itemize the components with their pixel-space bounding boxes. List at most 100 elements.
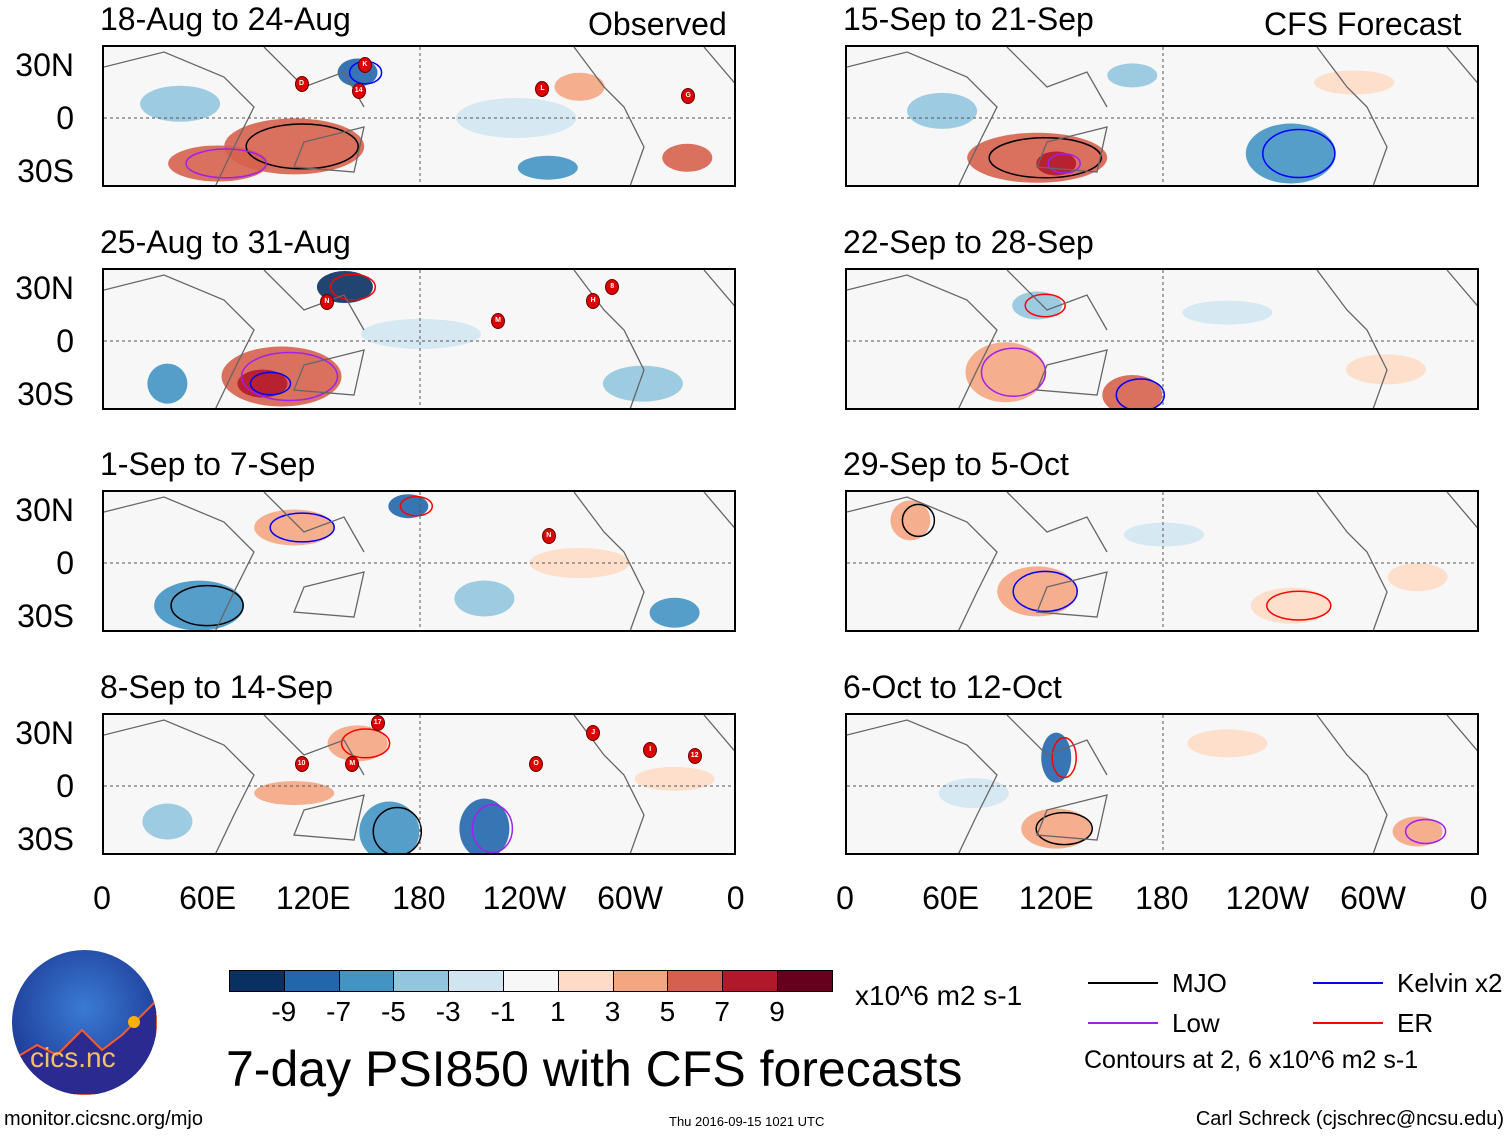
legend-line: [1088, 982, 1158, 984]
colorbar-tick: 5: [659, 996, 676, 1027]
lat-label: 0: [56, 100, 74, 136]
anomaly-blob: [517, 155, 578, 180]
contour-line: [269, 512, 335, 543]
footer-url[interactable]: monitor.cicsnc.org/mjo: [4, 1108, 203, 1130]
figure-title: 7-day PSI850 with CFS forecasts: [226, 1041, 963, 1097]
map-panel: 17 10 M O J I 12: [102, 713, 736, 855]
anomaly-blob: [1345, 354, 1426, 385]
logo-text: cics.nc: [30, 1042, 116, 1073]
lon-label: 180: [392, 880, 446, 916]
colorbar-swatch: [448, 970, 504, 992]
anomaly-field: [847, 715, 1477, 853]
legend-line: [1313, 1022, 1383, 1024]
colorbar-swatch: [557, 970, 614, 992]
colorbar-swatch: [283, 970, 340, 992]
anomaly-blob: [1187, 729, 1268, 758]
contour-line: [1012, 570, 1078, 613]
anomaly-blob: [361, 318, 481, 349]
colorbar-swatch: [722, 970, 778, 992]
anomaly-blob: [1012, 291, 1063, 320]
anomaly-blob: [1392, 816, 1443, 847]
lat-label: 0: [56, 768, 74, 804]
anomaly-field: [104, 492, 734, 630]
lon-label: 60E: [179, 880, 237, 916]
storm-marker: M: [345, 756, 360, 773]
anomaly-blob: [168, 145, 269, 182]
anomaly-blob: [967, 132, 1108, 183]
lon-label: 0: [1469, 880, 1488, 916]
colorbar-tick: -5: [380, 996, 406, 1027]
storm-marker: 17: [370, 715, 385, 732]
anomaly-blob: [154, 580, 245, 630]
contour-line: [1047, 153, 1081, 174]
continent-outlines: [104, 715, 734, 853]
legend-line: [1088, 1022, 1158, 1024]
lon-label: 120E: [275, 880, 351, 916]
continent-outlines: [847, 492, 1477, 630]
lat-label: 30S: [17, 821, 74, 857]
contour-line: [1262, 128, 1336, 179]
continent-outlines: [104, 492, 734, 630]
storm-marker: H: [586, 292, 601, 309]
colorbar-swatch: [612, 970, 669, 992]
anomaly-blob: [388, 494, 429, 519]
storm-marker: 8: [605, 278, 620, 295]
colorbar-tick: 7: [714, 996, 730, 1027]
storm-marker: M: [491, 312, 506, 329]
lat-label: 30S: [17, 598, 74, 634]
panel-title: 25-Aug to 31-Aug: [100, 224, 351, 260]
contour-line: [1115, 378, 1166, 408]
continent-outlines: [847, 47, 1477, 185]
continent-outlines: [847, 715, 1477, 853]
anomaly-blob: [254, 509, 335, 546]
continent-outlines: [104, 47, 734, 185]
storm-marker: I: [643, 742, 658, 759]
lat-label: 0: [56, 545, 74, 581]
contour-line: [340, 728, 391, 759]
map-panel: [845, 713, 1479, 855]
contour-line: [901, 503, 936, 538]
anomaly-blob: [662, 143, 713, 172]
map-panel: [845, 45, 1479, 187]
forecast-label: CFS Forecast: [1264, 6, 1462, 42]
anomaly-field: [104, 270, 734, 408]
legend-line: [1313, 982, 1383, 984]
colorbar-tick: 3: [604, 996, 621, 1027]
contour-line: [185, 148, 267, 179]
lon-label: 60E: [922, 880, 980, 916]
panel-title: 1-Sep to 7-Sep: [100, 446, 316, 482]
colorbar-tick: 1: [550, 996, 566, 1027]
anomaly-field: [104, 47, 734, 185]
anomaly-blob: [327, 725, 388, 762]
contour-line: [1035, 811, 1093, 846]
contour-line: [240, 351, 339, 402]
storm-marker: N: [319, 294, 334, 311]
anomaly-blob: [1245, 123, 1336, 184]
anomaly-blob: [649, 597, 700, 628]
anomaly-blob: [997, 566, 1078, 617]
lon-label: 60W: [597, 880, 663, 916]
panel-title: 18-Aug to 24-Aug: [100, 1, 351, 37]
observed-label: Observed: [588, 6, 727, 42]
storm-marker: N: [541, 527, 556, 544]
lon-label: 0: [93, 880, 111, 916]
anomaly-field: [847, 270, 1477, 408]
anomaly-blob: [1041, 732, 1072, 783]
legend-label: MJO: [1172, 968, 1227, 998]
panel-title: 6-Oct to 12-Oct: [843, 669, 1062, 705]
colorbar-tick: -9: [271, 996, 297, 1027]
map-panel: D K 14 L G: [102, 45, 736, 187]
storm-marker: 14: [351, 82, 366, 99]
lat-label: 30S: [17, 153, 74, 189]
lon-label: 180: [1135, 880, 1189, 916]
storm-marker: D: [294, 75, 309, 92]
contour-line: [1404, 818, 1447, 845]
colorbar-tick: 9: [769, 996, 785, 1027]
colorbar-swatch: [667, 970, 724, 992]
anomaly-blob: [456, 98, 577, 138]
anomaly-blob: [907, 92, 978, 129]
colorbar-swatch: [229, 970, 285, 992]
anomaly-blob: [602, 365, 683, 402]
anomaly-blob: [554, 72, 605, 101]
footer-timestamp: Thu 2016-09-15 1021 UTC: [669, 1114, 825, 1129]
